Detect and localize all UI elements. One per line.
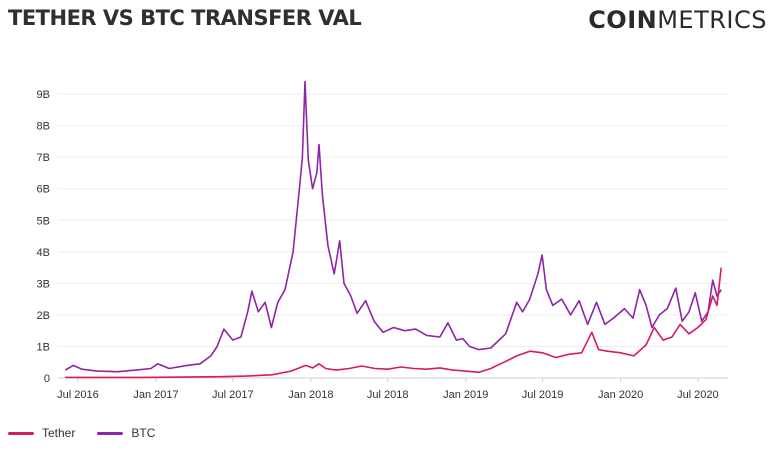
y-tick-label: 6B (37, 184, 50, 196)
logo-text-bold: COIN (588, 6, 658, 34)
y-tick-label: 8B (37, 121, 50, 133)
coinmetrics-logo: COINMETRICS (588, 6, 767, 34)
series-line-tether (65, 267, 722, 379)
legend: Tether BTC (8, 426, 155, 440)
x-tick-label: Jan 2020 (598, 389, 643, 401)
legend-label-btc: BTC (131, 426, 156, 440)
x-tick-label: Jul 2016 (57, 389, 99, 401)
logo-text-light: METRICS (657, 6, 767, 34)
y-tick-label: 2B (37, 310, 50, 322)
legend-label-tether: Tether (42, 426, 76, 440)
y-tick-label: 4B (37, 247, 50, 259)
x-tick-label: Jul 2017 (212, 389, 254, 401)
x-tick-label: Jan 2017 (133, 389, 178, 401)
y-tick-label: 0 (44, 373, 50, 385)
chart-title: TETHER VS BTC TRANSFER VAL (8, 6, 362, 30)
legend-item-tether[interactable]: Tether (8, 426, 75, 440)
series-line-btc (64, 80, 722, 373)
y-tick-label: 3B (37, 278, 50, 290)
y-tick-label: 1B (37, 341, 50, 353)
legend-swatch-btc (97, 431, 124, 435)
y-tick-label: 7B (37, 152, 50, 164)
x-tick-label: Jul 2019 (522, 389, 564, 401)
legend-item-btc[interactable]: BTC (97, 426, 155, 440)
x-tick-label: Jul 2020 (677, 389, 719, 401)
x-tick-label: Jan 2018 (288, 389, 333, 401)
y-tick-label: 9B (37, 89, 50, 101)
y-tick-label: 5B (37, 215, 50, 227)
legend-swatch-tether (8, 431, 34, 435)
x-tick-label: Jul 2018 (367, 389, 409, 401)
x-tick-label: Jan 2019 (443, 389, 488, 401)
